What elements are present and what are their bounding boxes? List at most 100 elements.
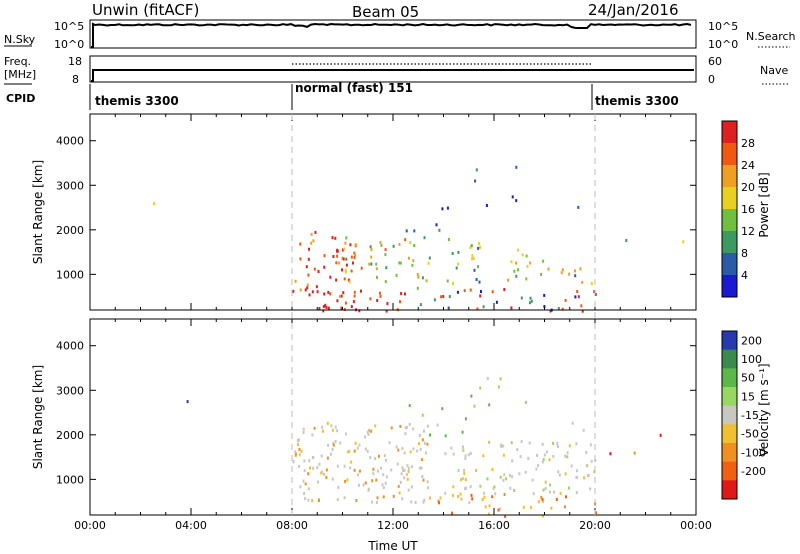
range-gate-cell <box>414 501 417 504</box>
range-gate-cell <box>299 485 302 489</box>
range-gate-cell <box>336 299 339 303</box>
range-gate-cell <box>375 262 378 266</box>
range-gate-cell <box>370 262 373 266</box>
range-gate-cell <box>511 475 514 479</box>
range-gate-cell <box>444 434 447 438</box>
range-gate-cell <box>411 263 414 267</box>
range-gate-cell <box>421 438 424 442</box>
range-gate-cell <box>502 444 505 448</box>
range-gate-cell <box>422 500 425 504</box>
range-gate-cell <box>353 468 356 472</box>
range-gate-cell <box>329 452 332 456</box>
range-gate-cell <box>426 480 429 484</box>
range-gate-cell <box>464 487 466 491</box>
range-gate-cell <box>340 294 343 298</box>
range-gate-cell <box>463 289 466 293</box>
range-gate-cell <box>515 199 518 203</box>
colorbar-frame <box>721 330 738 500</box>
range-gate-cell <box>558 473 561 477</box>
range-gate-cell <box>537 500 540 504</box>
nsearch-label: N.Search <box>746 30 796 43</box>
range-gate-cell <box>575 491 578 495</box>
range-gate-cell <box>451 252 454 255</box>
colorbar-segment <box>722 405 737 425</box>
nsearch-tick-low: 10^0 <box>708 38 738 51</box>
range-gate-cell <box>456 290 459 294</box>
nsky-tick-high: 10^5 <box>54 20 84 33</box>
range-gate-cell <box>375 501 378 504</box>
colorbar-tick-label: -200 <box>741 465 766 478</box>
colorbar-tick-label: 50 <box>741 372 755 385</box>
range-gate-cell <box>477 265 479 269</box>
power-panel: 1000 2000 3000 4000 Slant Range [km] 28 24 20… <box>31 113 771 313</box>
range-gate-cell <box>423 429 425 433</box>
range-gate-cell <box>541 442 544 446</box>
power-scatter <box>153 165 685 313</box>
range-gate-cell <box>302 431 305 434</box>
range-gate-cell <box>565 495 567 499</box>
range-gate-cell <box>349 243 352 247</box>
range-gate-cell <box>299 257 302 261</box>
range-gate-cell <box>385 266 388 270</box>
power-yaxis: 1000 2000 3000 4000 <box>56 135 696 281</box>
range-gate-cell <box>475 278 478 281</box>
range-gate-cell <box>549 309 552 313</box>
range-gate-cell <box>316 290 319 294</box>
range-gate-cell <box>407 488 410 492</box>
range-gate-cell <box>480 290 482 293</box>
range-gate-cell <box>564 298 567 302</box>
range-gate-cell <box>307 273 310 277</box>
colorbar-segment <box>722 480 737 500</box>
range-gate-cell <box>408 422 411 426</box>
range-gate-cell <box>531 478 534 482</box>
range-gate-cell <box>355 243 358 247</box>
colorbar-segment <box>722 187 737 210</box>
xtick-label: 20:00 <box>579 519 611 532</box>
range-gate-cell <box>348 449 351 453</box>
nave-tick-low: 0 <box>708 73 715 86</box>
range-gate-cell <box>460 497 463 501</box>
range-gate-cell <box>346 450 349 454</box>
colorbar-segment <box>722 253 737 276</box>
xtick-label: 00:00 <box>680 519 712 532</box>
range-gate-cell <box>437 499 440 503</box>
range-gate-cell <box>469 485 472 489</box>
range-gate-cell <box>491 468 494 471</box>
range-gate-cell <box>455 266 458 270</box>
range-gate-cell <box>332 441 335 445</box>
range-gate-cell <box>423 236 426 240</box>
range-gate-cell <box>344 301 347 305</box>
range-gate-cell <box>390 468 393 472</box>
range-gate-cell <box>303 469 306 473</box>
range-gate-cell <box>659 433 662 437</box>
range-gate-cell <box>464 478 467 481</box>
range-gate-cell <box>492 486 495 490</box>
range-gate-cell <box>384 280 387 284</box>
range-gate-cell <box>633 451 636 455</box>
range-gate-cell <box>557 307 560 310</box>
range-gate-cell <box>537 464 540 468</box>
range-gate-cell <box>312 239 315 243</box>
range-gate-cell <box>540 272 543 276</box>
range-gate-cell <box>397 448 400 452</box>
range-gate-cell <box>416 273 419 276</box>
freq-panel: Freq. [MHz] 18 8 60 0 Nave <box>4 55 790 86</box>
range-gate-cell <box>292 289 295 293</box>
range-gate-cell <box>594 293 597 296</box>
range-gate-cell <box>521 253 524 257</box>
range-gate-cell <box>475 469 478 472</box>
range-gate-cell <box>304 482 307 486</box>
range-gate-cell <box>566 455 569 459</box>
range-gate-cell <box>561 307 564 311</box>
range-gate-cell <box>508 473 511 477</box>
range-gate-cell <box>571 421 574 425</box>
cpid-panel: CPID themis 3300 normal (fast) 151 themi… <box>6 81 679 110</box>
range-gate-cell <box>511 195 514 199</box>
range-gate-cell <box>457 494 460 498</box>
range-gate-cell <box>376 275 378 279</box>
range-gate-cell <box>382 473 385 477</box>
range-gate-cell <box>560 271 563 275</box>
range-gate-cell <box>509 486 512 490</box>
colorbar-segment <box>722 387 737 407</box>
cpid-segment-2: normal (fast) 151 <box>295 81 413 95</box>
